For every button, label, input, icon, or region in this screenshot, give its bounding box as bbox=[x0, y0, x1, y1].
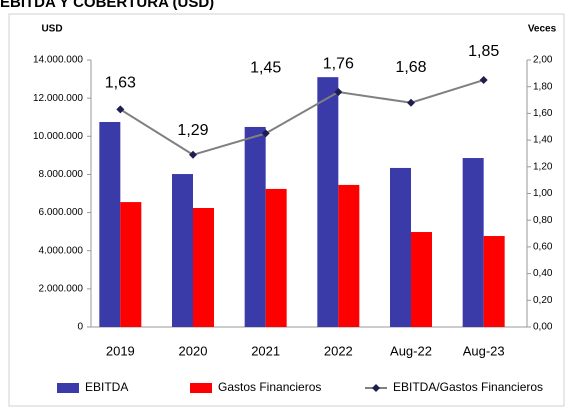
y-tick-label: 14.000.000 bbox=[33, 55, 83, 66]
y-tick-label: 0 bbox=[77, 322, 83, 333]
data-label: 1,45 bbox=[250, 60, 281, 77]
y-tick-label: 8.000.000 bbox=[39, 169, 84, 180]
data-label: 1,76 bbox=[323, 55, 354, 72]
y2-tick-label: 1,60 bbox=[533, 108, 553, 119]
y-tick-label: 2.000.000 bbox=[39, 283, 84, 294]
data-label: 1,68 bbox=[395, 59, 426, 76]
x-tick-label: 2022 bbox=[324, 343, 353, 358]
legend-swatch bbox=[57, 383, 79, 393]
legend-label: EBITDA bbox=[85, 380, 128, 394]
y2-tick-label: 1,20 bbox=[533, 161, 553, 172]
line-marker bbox=[334, 88, 343, 97]
bar bbox=[317, 77, 339, 328]
y2-tick-label: 2,00 bbox=[533, 55, 553, 66]
bar bbox=[390, 167, 411, 327]
y-tick-label: 10.000.000 bbox=[33, 131, 83, 142]
y2-tick-label: 1,00 bbox=[533, 188, 553, 199]
line bbox=[119, 79, 484, 156]
x-tick-label: Aug-23 bbox=[463, 343, 505, 358]
legend-swatch bbox=[190, 383, 212, 393]
line-marker bbox=[479, 76, 488, 85]
bar bbox=[244, 126, 266, 328]
bar bbox=[99, 121, 121, 327]
legend-swatch bbox=[372, 384, 380, 392]
chart-frame bbox=[8, 13, 565, 407]
y2-tick-label: 1,40 bbox=[533, 135, 553, 146]
y2-tick-label: 0,80 bbox=[533, 215, 553, 226]
data-label: 1,63 bbox=[105, 75, 136, 92]
data-label: 1,85 bbox=[468, 43, 499, 60]
y2-axis-title: Veces bbox=[528, 24, 557, 35]
y2-tick-label: 0,20 bbox=[533, 295, 553, 306]
y2-tick-label: 0,00 bbox=[533, 322, 553, 333]
x-tick-label: 2019 bbox=[106, 343, 135, 358]
line-marker bbox=[407, 98, 415, 107]
x-tick-label: 2020 bbox=[179, 343, 208, 358]
y-tick-label: 6.000.000 bbox=[39, 207, 84, 218]
y2-tick-label: 0,60 bbox=[533, 242, 553, 253]
line-marker bbox=[189, 150, 197, 159]
legend-label: Gastos Financieros bbox=[218, 380, 321, 394]
y-axis-title: USD bbox=[41, 24, 62, 35]
bar bbox=[265, 188, 287, 327]
bar bbox=[193, 207, 214, 327]
line-marker bbox=[116, 105, 125, 114]
y2-tick-label: 0,40 bbox=[533, 268, 553, 279]
x-tick-label: Aug-22 bbox=[390, 343, 432, 358]
bar bbox=[411, 232, 432, 327]
y-tick-label: 4.000.000 bbox=[39, 245, 84, 256]
bar bbox=[338, 184, 360, 327]
line-marker bbox=[261, 129, 270, 138]
data-label: 1,29 bbox=[177, 122, 208, 139]
y2-tick-label: 1,80 bbox=[533, 81, 553, 92]
bar bbox=[462, 158, 484, 327]
legend-label: EBITDA/Gastos Financieros bbox=[393, 380, 543, 394]
bar bbox=[120, 202, 142, 327]
bar bbox=[483, 236, 505, 327]
bar bbox=[172, 174, 193, 327]
y-tick-label: 12.000.000 bbox=[33, 93, 83, 104]
x-tick-label: 2021 bbox=[251, 343, 280, 358]
chart-title: EBITDA Y COBERTURA (USD) bbox=[0, 0, 214, 11]
